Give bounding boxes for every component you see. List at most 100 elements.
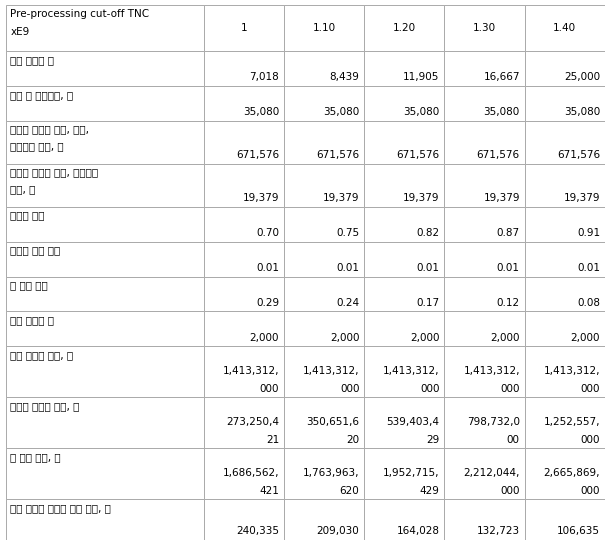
Bar <box>6 241 203 276</box>
Text: 0.01: 0.01 <box>577 263 600 273</box>
Bar <box>6 499 203 540</box>
Text: 8,439: 8,439 <box>329 72 359 82</box>
Text: 798,732,0: 798,732,0 <box>467 417 520 427</box>
Bar <box>364 51 444 86</box>
Bar <box>444 276 525 311</box>
Bar <box>525 207 605 241</box>
Bar <box>525 86 605 121</box>
Text: 000: 000 <box>580 434 600 445</box>
Text: 25,000: 25,000 <box>564 72 600 82</box>
Text: 1: 1 <box>241 23 247 33</box>
Bar <box>203 121 284 164</box>
Text: 0.12: 0.12 <box>497 298 520 308</box>
Text: 19,379: 19,379 <box>563 193 600 203</box>
Text: xE9: xE9 <box>10 27 29 37</box>
Text: 이식용 사용 비율: 이식용 사용 비율 <box>10 245 60 256</box>
Text: 671,576: 671,576 <box>477 150 520 160</box>
Text: 000: 000 <box>260 384 279 393</box>
Text: 0.08: 0.08 <box>577 298 600 308</box>
Text: 부적합 제대혈 검사, 추후관리: 부적합 제대혈 검사, 추후관리 <box>10 167 98 178</box>
Bar <box>6 449 203 499</box>
Text: 0.91: 0.91 <box>577 228 600 238</box>
Bar <box>203 449 284 499</box>
Bar <box>284 121 364 164</box>
Bar <box>203 311 284 346</box>
Bar <box>444 241 525 276</box>
Text: 2,212,044,: 2,212,044, <box>464 468 520 478</box>
Bar <box>525 5 605 51</box>
Bar <box>364 241 444 276</box>
Text: 2,000: 2,000 <box>250 332 279 343</box>
Bar <box>203 164 284 207</box>
Bar <box>525 164 605 207</box>
Text: 1.10: 1.10 <box>312 23 335 33</box>
Text: 0.01: 0.01 <box>417 263 440 273</box>
Bar <box>284 86 364 121</box>
Text: 기증 제대혈 단위당 소요 비용, 원: 기증 제대혈 단위당 소요 비용, 원 <box>10 503 111 513</box>
Text: 1,413,312,: 1,413,312, <box>303 366 359 376</box>
Text: 1,413,312,: 1,413,312, <box>463 366 520 376</box>
Text: 132,723: 132,723 <box>477 526 520 536</box>
Text: 비용, 원: 비용, 원 <box>10 184 35 194</box>
Bar <box>364 86 444 121</box>
Bar <box>284 164 364 207</box>
Text: 0.17: 0.17 <box>417 298 440 308</box>
Bar <box>525 499 605 540</box>
Text: 0.01: 0.01 <box>497 263 520 273</box>
Text: 2,665,869,: 2,665,869, <box>544 468 600 478</box>
Bar <box>6 276 203 311</box>
Bar <box>284 397 364 449</box>
Text: 29: 29 <box>426 434 440 445</box>
Text: 1.20: 1.20 <box>393 23 416 33</box>
Bar <box>6 346 203 397</box>
Text: 671,576: 671,576 <box>397 150 440 160</box>
Text: 35,080: 35,080 <box>323 107 359 117</box>
Text: 0.82: 0.82 <box>417 228 440 238</box>
Text: 0.01: 0.01 <box>256 263 279 273</box>
Bar <box>284 346 364 397</box>
Text: 모집 및 수거비용, 원: 모집 및 수거비용, 원 <box>10 90 73 100</box>
Text: 19,379: 19,379 <box>483 193 520 203</box>
Text: 이식용 제대혈 검사, 보관,: 이식용 제대혈 검사, 보관, <box>10 125 89 135</box>
Bar <box>444 207 525 241</box>
Text: 000: 000 <box>500 384 520 393</box>
Text: 35,080: 35,080 <box>403 107 440 117</box>
Text: 000: 000 <box>340 384 359 393</box>
Bar <box>364 397 444 449</box>
Text: 총 소요 비용, 원: 총 소요 비용, 원 <box>10 452 61 462</box>
Text: 000: 000 <box>580 486 600 495</box>
Bar <box>364 276 444 311</box>
Text: 기증 제대혈 수: 기증 제대혈 수 <box>10 55 54 65</box>
Text: 1,252,557,: 1,252,557, <box>544 417 600 427</box>
Bar <box>284 241 364 276</box>
Text: 0.24: 0.24 <box>336 298 359 308</box>
Bar <box>6 397 203 449</box>
Bar <box>284 51 364 86</box>
Text: 20: 20 <box>346 434 359 445</box>
Bar <box>203 51 284 86</box>
Text: 240,335: 240,335 <box>236 526 279 536</box>
Text: 2,000: 2,000 <box>571 332 600 343</box>
Text: 0.87: 0.87 <box>497 228 520 238</box>
Bar <box>203 276 284 311</box>
Text: 620: 620 <box>340 486 359 495</box>
Bar <box>525 311 605 346</box>
Bar <box>525 241 605 276</box>
Text: 11,905: 11,905 <box>403 72 440 82</box>
Text: 1,413,312,: 1,413,312, <box>544 366 600 376</box>
Text: 0.29: 0.29 <box>256 298 279 308</box>
Text: 0.01: 0.01 <box>337 263 359 273</box>
Text: 2,000: 2,000 <box>330 332 359 343</box>
Bar <box>203 346 284 397</box>
Bar <box>525 346 605 397</box>
Bar <box>364 449 444 499</box>
Bar <box>203 86 284 121</box>
Text: 2,000: 2,000 <box>491 332 520 343</box>
Text: 1,952,715,: 1,952,715, <box>383 468 440 478</box>
Bar <box>364 121 444 164</box>
Bar <box>284 311 364 346</box>
Bar <box>444 311 525 346</box>
Bar <box>525 121 605 164</box>
Bar <box>6 51 203 86</box>
Bar <box>6 311 203 346</box>
